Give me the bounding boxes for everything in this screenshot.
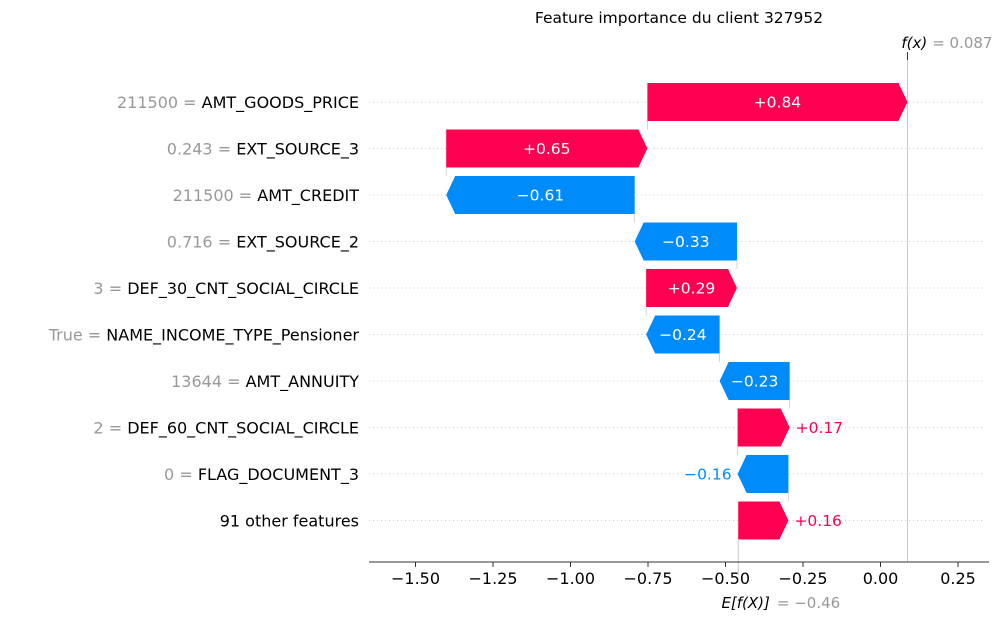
feature-name: EXT_SOURCE_3 <box>236 140 359 160</box>
feature-value: 0.716 <box>167 233 213 252</box>
feature-bar <box>719 362 790 400</box>
x-tick-label: 0.25 <box>940 569 976 588</box>
feature-name: EXT_SOURCE_2 <box>236 233 359 253</box>
feature-bar <box>646 269 737 307</box>
feature-bar <box>446 176 635 214</box>
feature-equals: = <box>178 93 202 112</box>
bar-value-label: +0.29 <box>668 280 716 298</box>
bar-value-label: −0.61 <box>517 187 565 205</box>
efx-label: E[f(X)] <box>721 594 770 612</box>
bar-value-label: +0.16 <box>794 512 842 530</box>
feature-label: 211500 = AMT_CREDIT <box>173 186 360 206</box>
bar-value-label: −0.16 <box>684 466 732 484</box>
feature-label: 91 other features <box>220 512 359 531</box>
chart-title: Feature importance du client 327952 <box>535 9 823 27</box>
feature-value: 13644 <box>171 372 222 391</box>
feature-bar <box>737 408 790 447</box>
feature-bars <box>446 83 908 540</box>
feature-bar <box>738 501 789 540</box>
feature-value: 3 <box>93 279 103 298</box>
feature-name: AMT_ANNUITY <box>246 372 360 392</box>
feature-bar <box>634 222 737 261</box>
feature-name: 91 other features <box>220 512 359 531</box>
feature-label: 0.716 = EXT_SOURCE_2 <box>167 233 359 253</box>
bar-value-label: +0.17 <box>796 419 844 437</box>
fx-value: = 0.087 <box>932 34 992 52</box>
feature-name: DEF_60_CNT_SOCIAL_CIRCLE <box>127 419 359 439</box>
value-annotations: f(x) = 0.087 E[f(X)] = −0.46 <box>721 34 992 612</box>
efx-value: = −0.46 <box>777 594 840 612</box>
fx-annotation: f(x) = 0.087 <box>901 34 992 52</box>
bar-value-label: −0.23 <box>731 373 779 391</box>
feature-bar <box>737 455 789 493</box>
feature-equals: = <box>213 140 237 159</box>
x-axis: −1.50 −1.25 −1.00 −0.75 −0.50 −0.25 0.00 0.25 <box>369 561 989 588</box>
feature-equals: = <box>174 465 198 484</box>
feature-equals: = <box>104 279 128 298</box>
feature-label: True = NAME_INCOME_TYPE_Pensioner <box>48 326 360 346</box>
x-tick-label: −1.25 <box>468 569 517 588</box>
x-tick-label: −0.50 <box>701 569 750 588</box>
x-tick-label: −0.25 <box>778 569 827 588</box>
feature-label: 211500 = AMT_GOODS_PRICE <box>117 93 359 113</box>
feature-equals: = <box>104 419 128 438</box>
x-tick-label: −1.00 <box>546 569 595 588</box>
feature-value: 211500 <box>173 186 234 205</box>
feature-value: 211500 <box>117 93 178 112</box>
fx-label: f(x) <box>901 34 927 52</box>
bar-value-label: +0.84 <box>754 94 802 112</box>
feature-name: AMT_GOODS_PRICE <box>202 93 359 113</box>
feature-name: NAME_INCOME_TYPE_Pensioner <box>106 326 359 346</box>
feature-value: 0 <box>164 465 174 484</box>
reference-lines <box>445 52 908 575</box>
feature-value: True <box>48 326 83 345</box>
feature-name: DEF_30_CNT_SOCIAL_CIRCLE <box>127 279 359 299</box>
feature-bar <box>446 129 648 168</box>
feature-label: 2 = DEF_60_CNT_SOCIAL_CIRCLE <box>93 419 359 439</box>
bar-value-label: −0.33 <box>662 233 710 251</box>
bar-value-label: −0.24 <box>659 326 707 344</box>
feature-label: 0.243 = EXT_SOURCE_3 <box>167 140 359 160</box>
feature-bar <box>646 315 720 354</box>
efx-annotation: E[f(X)] = −0.46 <box>721 594 840 612</box>
feature-equals: = <box>213 233 237 252</box>
feature-value: 2 <box>93 419 103 438</box>
feature-label: 0 = FLAG_DOCUMENT_3 <box>164 465 359 485</box>
feature-name: FLAG_DOCUMENT_3 <box>198 465 359 485</box>
feature-bar <box>647 83 908 121</box>
feature-name: AMT_CREDIT <box>257 186 359 206</box>
feature-labels: +0.84 211500 = AMT_GOODS_PRICE +0.65 0.243 … <box>48 93 843 531</box>
feature-equals: = <box>234 186 258 205</box>
feature-equals: = <box>83 326 107 345</box>
x-tick-label: −1.50 <box>391 569 440 588</box>
feature-value: 0.243 <box>167 140 213 159</box>
feature-label: 3 = DEF_30_CNT_SOCIAL_CIRCLE <box>93 279 359 299</box>
x-tick-label: −0.75 <box>623 569 672 588</box>
feature-label: 13644 = AMT_ANNUITY <box>171 372 359 392</box>
bar-value-label: +0.65 <box>523 140 571 158</box>
x-tick-label: 0.00 <box>863 569 899 588</box>
feature-equals: = <box>222 372 246 391</box>
